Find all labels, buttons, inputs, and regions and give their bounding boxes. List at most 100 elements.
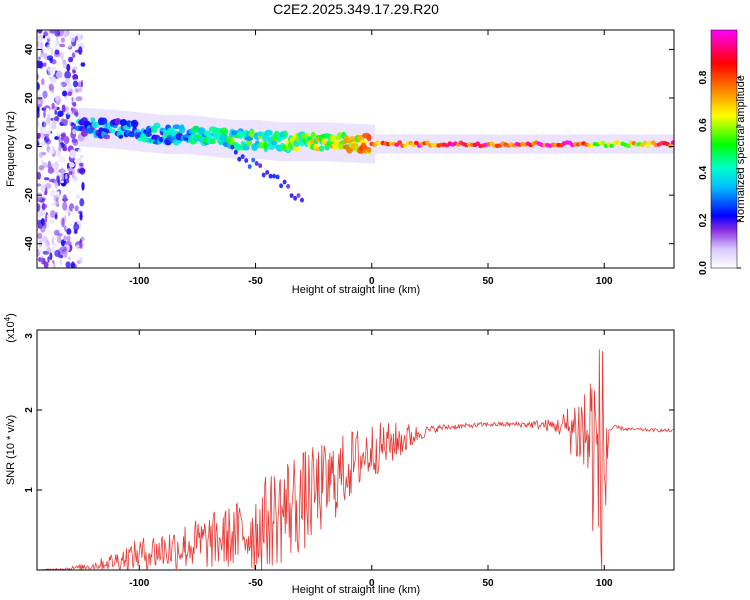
noise-speckle	[39, 52, 47, 58]
branch-blob	[240, 154, 245, 160]
ridge-halo	[281, 122, 285, 162]
noise-speckle	[68, 256, 71, 261]
noise-speckle	[39, 209, 45, 217]
noise-speckle	[42, 90, 48, 99]
colorbar-tick-label: 0.0	[698, 261, 709, 275]
noise-speckle	[65, 261, 71, 268]
ridge-halo	[152, 113, 156, 153]
noise-speckle	[69, 149, 76, 159]
noise-speckle	[68, 56, 74, 63]
noise-speckle	[49, 148, 55, 155]
colorbar-tick-label: 0.6	[698, 118, 709, 132]
noise-speckle	[72, 113, 75, 120]
ridge-blob	[263, 141, 269, 150]
colorbar-tick-label: 0.8	[698, 70, 709, 84]
branch-blob	[268, 173, 273, 179]
ridge-blob	[103, 134, 111, 140]
noise-speckle	[54, 30, 61, 37]
noise-speckle	[78, 148, 82, 153]
ridge-halo	[232, 119, 236, 159]
noise-speckle	[62, 194, 68, 203]
noise-speckle	[54, 180, 58, 189]
spectrogram-x-tick-label: 0	[369, 276, 375, 287]
noise-speckle	[56, 191, 60, 196]
colorbar-tick-label: 0.4	[698, 165, 709, 179]
noise-speckle	[63, 136, 70, 144]
noise-speckle	[43, 261, 49, 268]
branch-blob	[300, 197, 304, 203]
noise-speckle	[67, 91, 73, 97]
noise-speckle	[75, 244, 80, 249]
noise-speckle	[56, 175, 60, 183]
noise-speckle	[67, 167, 73, 172]
snr-x-tick-label: 100	[596, 578, 613, 589]
noise-speckle	[42, 35, 46, 39]
noise-speckle	[48, 178, 55, 183]
noise-speckle	[62, 146, 68, 152]
noise-speckle	[44, 83, 49, 90]
noise-speckle	[63, 178, 70, 184]
noise-speckle	[59, 258, 63, 266]
ridge-blob	[609, 143, 615, 148]
spectrogram-x-tick-label: 100	[596, 276, 613, 287]
noise-speckle	[75, 96, 83, 102]
ridge-blob	[100, 117, 108, 125]
noise-speckle	[50, 76, 57, 84]
noise-speckle	[75, 194, 80, 199]
noise-speckle	[46, 44, 51, 51]
spectrogram-y-axis-label: Frequency (Hz)	[5, 111, 17, 187]
ridge-blob	[642, 140, 648, 145]
ridge-blob	[645, 143, 651, 148]
noise-speckle	[37, 171, 41, 178]
noise-speckle	[44, 135, 50, 143]
spectrogram-y-tick-label: -20	[24, 187, 35, 202]
noise-speckle	[37, 203, 41, 212]
snr-y-tick-label: 3	[24, 333, 35, 339]
ridge-blob	[626, 143, 631, 149]
spectrogram-frame	[36, 29, 675, 269]
ridge-blob	[670, 140, 674, 145]
noise-speckle	[80, 62, 86, 67]
noise-speckle	[47, 167, 55, 174]
noise-speckle	[43, 177, 50, 181]
noise-speckle	[72, 66, 78, 70]
ridge-blob	[118, 134, 124, 139]
noise-speckle	[78, 46, 83, 55]
noise-speckle	[61, 167, 64, 177]
noise-speckle	[38, 223, 42, 228]
ridge-blob	[366, 146, 372, 153]
ridge-blob	[179, 124, 185, 130]
noise-speckle	[50, 47, 54, 57]
noise-speckle	[74, 205, 79, 212]
ridge-halo	[155, 114, 160, 154]
noise-speckle	[77, 87, 83, 93]
noise-speckle	[71, 171, 75, 179]
snr-frame	[36, 329, 675, 571]
noise-speckle	[58, 126, 65, 134]
snr-y-multiplier-base: (x10	[5, 321, 17, 342]
spectrogram-x-tick-label: -50	[248, 276, 263, 287]
ridge-blob	[219, 127, 228, 135]
ridge-halo	[260, 120, 264, 160]
noise-speckle	[73, 223, 80, 231]
noise-speckle	[54, 49, 60, 55]
noise-speckle	[37, 105, 40, 114]
noise-speckle	[57, 110, 64, 117]
noise-speckle	[56, 70, 63, 79]
noise-speckle	[37, 89, 40, 93]
noise-speckle	[74, 35, 78, 41]
noise-speckle	[72, 80, 79, 88]
chart-title: C2E2.2025.349.17.29.R20	[273, 1, 439, 17]
ridge-blob	[397, 140, 403, 145]
branch-blob	[261, 172, 266, 178]
noise-speckle	[59, 246, 67, 252]
snr-y-tick-label: 2	[24, 407, 35, 413]
noise-speckle	[47, 110, 51, 115]
ridge-blob	[262, 134, 270, 142]
ridge-blob	[91, 121, 100, 129]
noise-speckle	[43, 120, 46, 129]
noise-speckle	[55, 40, 61, 46]
ridge-blob	[234, 144, 242, 149]
noise-speckle	[42, 243, 49, 251]
noise-speckle	[54, 96, 60, 102]
